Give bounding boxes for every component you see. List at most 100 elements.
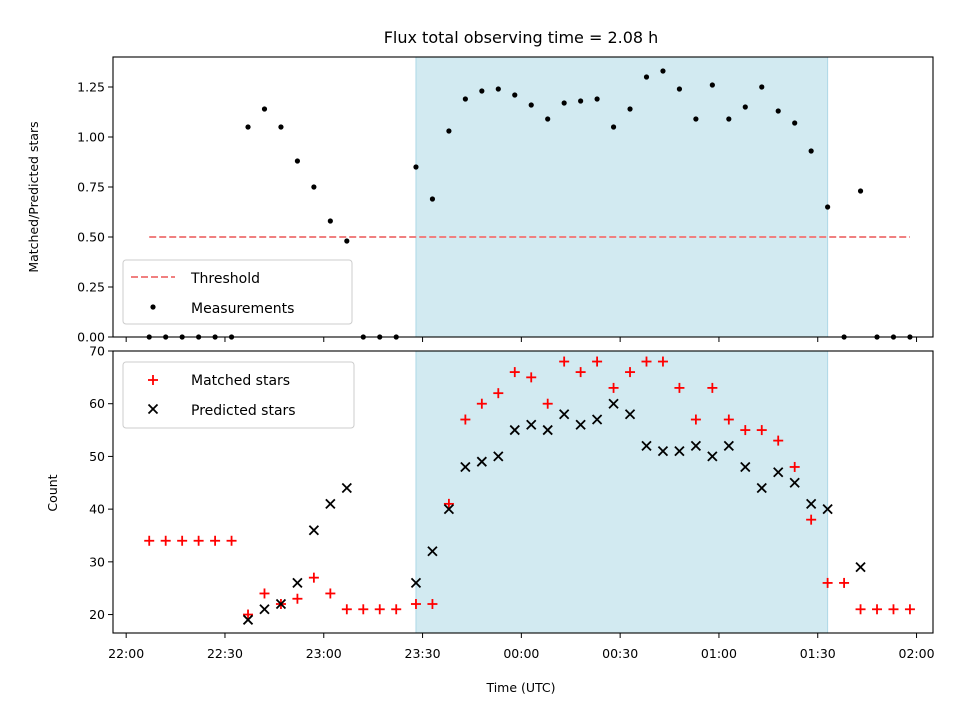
predicted-star-point (542, 424, 553, 436)
top-observing-window (415, 56, 829, 338)
top-legend: Threshold Measurements (122, 259, 353, 325)
measurement-point (808, 148, 814, 154)
predicted-star-point (325, 498, 336, 509)
matched-star-point (657, 356, 668, 367)
matched-star-point (608, 382, 619, 393)
matched-star-point (292, 593, 303, 604)
predicted-star-point (723, 440, 734, 452)
matched-star-point (391, 604, 402, 615)
matched-star-point (144, 535, 155, 546)
predicted-star-point (740, 461, 751, 473)
matched-star-point (509, 367, 520, 378)
matched-star-point (427, 599, 438, 610)
top-y-tick-label: 1.00 (77, 130, 105, 145)
predicted-star-point (427, 546, 438, 557)
bottom-y-tick-label: 60 (89, 396, 105, 411)
measurement-point (479, 88, 485, 94)
bottom-panel: 20 30 40 50 60 70 22:00 22:30 23:00 23:30 00:00 00:… (89, 344, 934, 662)
x-tick-label: 01:00 (701, 646, 737, 661)
bottom-legend: Matched stars Predicted stars (122, 361, 355, 429)
measurement-point (742, 104, 748, 110)
x-tick-label: 02:00 (899, 646, 935, 661)
predicted-star-point (789, 477, 800, 488)
measurement-point (245, 124, 251, 130)
matched-star-point (756, 425, 767, 436)
measurement-point (660, 68, 666, 74)
matched-star-point (443, 498, 454, 509)
measurement-point (512, 92, 518, 98)
measurement-point (610, 124, 617, 130)
matched-star-point (177, 535, 188, 546)
x-tick-label: 22:30 (207, 646, 243, 661)
legend-label-measurements: Measurements (191, 301, 294, 317)
top-y-tick-label: 0.75 (77, 180, 105, 195)
measurement-point (344, 238, 350, 244)
measurement-point (311, 184, 317, 190)
legend-measurements-swatch (150, 304, 156, 310)
predicted-star-point (308, 525, 320, 536)
matched-star-point (641, 356, 652, 367)
predicted-star-point (707, 451, 718, 462)
measurement-point (327, 218, 333, 224)
matched-star-point (592, 356, 603, 367)
bottom-y-tick-label: 30 (89, 554, 105, 569)
matched-star-point (493, 388, 504, 399)
top-y-tick-label: 0.50 (77, 230, 105, 245)
top-panel: 0.00 0.25 0.50 0.75 1.00 1.25 Threshold Measure… (77, 56, 934, 345)
bottom-y-tick-label: 50 (89, 449, 105, 464)
matched-star-point (806, 514, 817, 525)
predicted-star-point (855, 561, 866, 573)
measurement-point (446, 128, 452, 134)
bottom-data-layer (144, 356, 915, 625)
top-y-tick-label: 0.25 (77, 280, 105, 295)
series-matched-stars (144, 356, 915, 620)
measurement-point (857, 188, 864, 194)
matched-star-point (542, 398, 553, 409)
matched-star-point (707, 382, 718, 393)
matched-star-point (259, 588, 270, 599)
matched-star-point (160, 535, 171, 546)
predicted-star-point (806, 498, 817, 509)
matched-star-point (690, 414, 701, 425)
matched-star-point (855, 604, 866, 615)
top-y-axis-label: Matched/Predicted stars (26, 121, 41, 272)
measurement-point (429, 196, 436, 202)
predicted-star-point (410, 577, 422, 589)
legend-label-threshold: Threshold (190, 271, 260, 287)
measurement-point (627, 106, 633, 112)
matched-star-point (226, 535, 237, 546)
series-predicted-stars (242, 398, 866, 625)
predicted-star-point (608, 398, 619, 409)
measurement-point (495, 86, 501, 92)
measurement-point (775, 108, 781, 114)
predicted-star-point (591, 414, 603, 425)
matched-star-point (872, 604, 883, 615)
matched-star-point (410, 599, 421, 610)
matched-star-point (210, 535, 221, 546)
legend-matched-swatch (148, 375, 158, 385)
matched-star-point (888, 604, 899, 615)
measurement-point (709, 82, 715, 88)
matched-star-point (773, 435, 784, 446)
matched-star-point (460, 414, 471, 425)
predicted-star-point (242, 614, 254, 625)
matched-star-point (243, 609, 254, 620)
predicted-star-point (559, 409, 570, 420)
measurement-point (545, 116, 551, 122)
measurement-point (261, 106, 268, 112)
top-y-tick-label: 1.25 (77, 80, 105, 95)
legend-label-matched: Matched stars (191, 373, 290, 389)
predicted-star-point (493, 451, 504, 462)
predicted-star-point (657, 446, 669, 457)
predicted-star-point (460, 461, 471, 473)
x-tick-label: 00:00 (503, 646, 539, 661)
matched-star-point (789, 461, 800, 472)
matched-star-point (526, 372, 537, 383)
matched-star-point (625, 367, 636, 378)
measurement-point (726, 116, 732, 122)
x-tick-label: 01:30 (800, 646, 836, 661)
matched-star-point (325, 588, 336, 599)
predicted-star-point (275, 598, 287, 610)
measurement-point (561, 100, 567, 106)
predicted-star-point (443, 503, 455, 515)
